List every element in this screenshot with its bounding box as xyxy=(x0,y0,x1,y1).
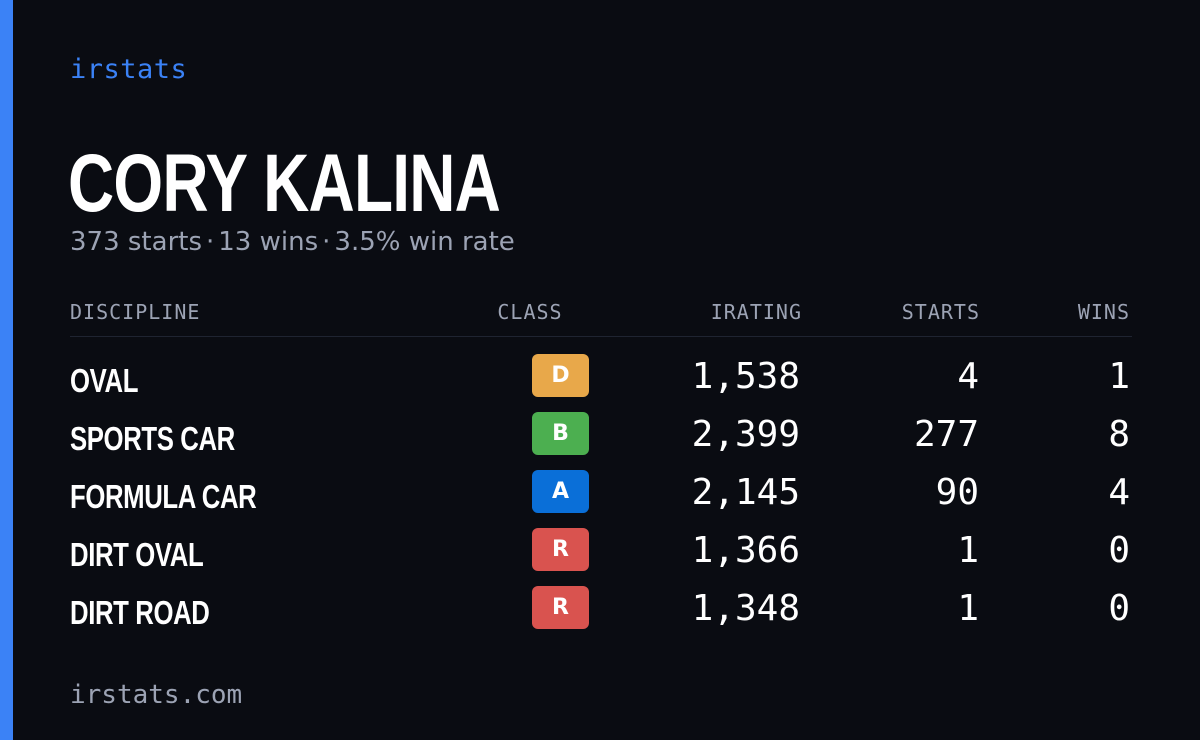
irating-value: 1,538 xyxy=(691,356,800,397)
starts-summary: 373 starts xyxy=(70,227,202,257)
class-badge: R xyxy=(532,586,589,629)
accent-bar xyxy=(0,0,13,740)
table-row: SPORTS CAR B 2,399 277 8 xyxy=(70,408,1132,466)
driver-summary: 373 starts · 13 wins · 3.5% win rate xyxy=(70,227,515,257)
discipline-name: FORMULA CAR xyxy=(70,478,257,515)
starts-value: 90 xyxy=(935,472,979,513)
header-wins: WINS xyxy=(1077,300,1130,324)
discipline-name: DIRT OVAL xyxy=(70,536,204,573)
wins-value: 4 xyxy=(1108,472,1130,513)
summary-separator: · xyxy=(322,227,331,257)
wins-value: 1 xyxy=(1108,356,1130,397)
wins-summary: 13 wins xyxy=(218,227,319,257)
discipline-name: OVAL xyxy=(70,362,139,399)
discipline-name: SPORTS CAR xyxy=(70,420,235,457)
header-starts: STARTS xyxy=(901,300,980,324)
driver-name: CORY KALINA xyxy=(68,138,501,229)
irating-value: 1,366 xyxy=(691,530,800,571)
wins-value: 0 xyxy=(1108,588,1130,629)
header-irating: IRATING xyxy=(710,300,802,324)
table-row: OVAL D 1,538 4 1 xyxy=(70,350,1132,408)
class-badge: R xyxy=(532,528,589,571)
discipline-name: DIRT ROAD xyxy=(70,594,210,631)
header-class: CLASS xyxy=(497,300,563,324)
class-badge: B xyxy=(532,412,589,455)
table-row: DIRT OVAL R 1,366 1 0 xyxy=(70,524,1132,582)
starts-value: 1 xyxy=(957,588,979,629)
header-discipline: DISCIPLINE xyxy=(70,300,201,324)
wins-value: 0 xyxy=(1108,530,1130,571)
win-rate-summary: 3.5% win rate xyxy=(334,227,515,257)
summary-separator: · xyxy=(206,227,215,257)
footer-url: irstats.com xyxy=(70,680,243,710)
wins-value: 8 xyxy=(1108,414,1130,455)
irating-value: 2,145 xyxy=(691,472,800,513)
table-header: DISCIPLINE CLASS IRATING STARTS WINS xyxy=(70,300,1132,337)
irating-value: 1,348 xyxy=(691,588,800,629)
irating-value: 2,399 xyxy=(691,414,800,455)
starts-value: 277 xyxy=(913,414,979,455)
brand-logo: irstats xyxy=(70,54,188,85)
table-row: FORMULA CAR A 2,145 90 4 xyxy=(70,466,1132,524)
class-badge: A xyxy=(532,470,589,513)
table-row: DIRT ROAD R 1,348 1 0 xyxy=(70,582,1132,640)
starts-value: 1 xyxy=(957,530,979,571)
class-badge: D xyxy=(532,354,589,397)
starts-value: 4 xyxy=(957,356,979,397)
